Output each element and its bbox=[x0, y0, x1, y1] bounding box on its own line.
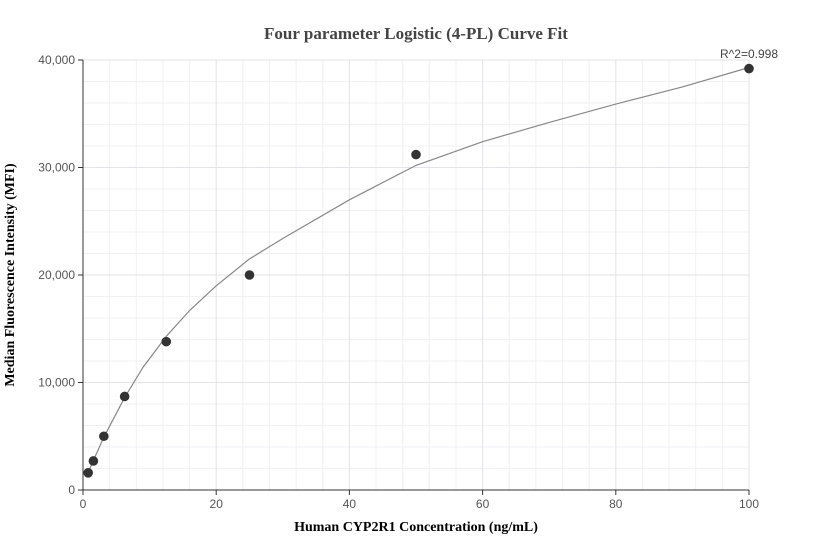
y-tick-label: 10,000 bbox=[38, 376, 75, 390]
x-tick-label: 80 bbox=[609, 497, 623, 511]
x-axis-title: Human CYP2R1 Concentration (ng/mL) bbox=[294, 520, 538, 535]
data-point bbox=[119, 391, 130, 402]
fit-curve bbox=[85, 66, 750, 478]
y-tick-label: 30,000 bbox=[38, 161, 75, 175]
y-axis-title: Median Fluorescence Intensity (MFI) bbox=[3, 163, 18, 387]
r-squared-annotation: R^2=0.998 bbox=[720, 47, 778, 61]
data-points bbox=[83, 63, 754, 478]
y-tick-label: 40,000 bbox=[38, 53, 75, 67]
data-point bbox=[161, 336, 172, 347]
fit-curve-group bbox=[85, 66, 750, 478]
axes: 0 20 40 60 80 100 0 10,000 20,000 30,000 40,000 bbox=[38, 53, 759, 511]
data-point bbox=[83, 468, 93, 478]
data-point bbox=[744, 63, 754, 74]
y-tick-label: 0 bbox=[68, 483, 75, 497]
y-tick-label: 20,000 bbox=[38, 268, 75, 282]
x-tick-label: 0 bbox=[80, 497, 87, 511]
chart-title: Four parameter Logistic (4-PL) Curve Fit bbox=[264, 24, 568, 43]
data-point bbox=[244, 270, 255, 280]
x-tick-label: 40 bbox=[343, 497, 357, 511]
x-tick-label: 20 bbox=[210, 497, 224, 511]
data-point bbox=[411, 149, 421, 160]
data-point bbox=[99, 431, 109, 442]
x-tick-label: 60 bbox=[476, 497, 490, 511]
grid bbox=[82, 59, 750, 491]
x-tick-label: 100 bbox=[739, 497, 759, 511]
data-point bbox=[88, 456, 99, 466]
